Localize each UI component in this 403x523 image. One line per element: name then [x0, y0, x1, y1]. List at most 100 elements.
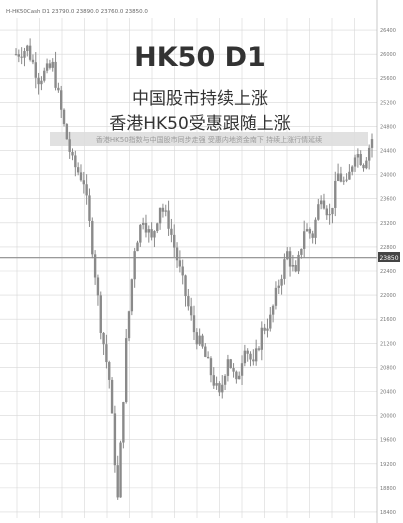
price-bar-body [249, 353, 252, 360]
price-bar [74, 150, 77, 177]
price-bar [62, 108, 66, 127]
price-bar-body [271, 305, 275, 315]
price-bar [184, 274, 187, 307]
price-bar [274, 281, 278, 310]
price-bar-body [274, 287, 278, 306]
price-bar [223, 374, 227, 391]
price-bar [300, 248, 303, 259]
price-bar [181, 259, 184, 285]
price-bar [173, 224, 176, 258]
price-bar-body [105, 344, 108, 363]
price-bar [76, 162, 80, 176]
price-bar-body [62, 109, 66, 125]
y-tick-label: 24800 [380, 124, 396, 130]
price-bar-body [348, 171, 351, 180]
price-bar [351, 165, 354, 176]
price-bar [232, 363, 235, 378]
price-bar [266, 318, 269, 338]
price-bar-body [71, 151, 74, 156]
price-bar [348, 164, 351, 180]
y-tick-label: 18800 [380, 486, 396, 492]
price-bar-body [328, 214, 331, 216]
price-bar [277, 279, 280, 295]
price-bar-body [331, 207, 334, 215]
price-bar [198, 328, 201, 346]
price-bar [365, 157, 368, 170]
price-bar [189, 297, 193, 321]
chart-title: HK50 D1 [134, 42, 266, 73]
price-bar [45, 58, 49, 74]
price-bar [175, 242, 179, 268]
price-bar-body [238, 375, 241, 380]
price-bar [144, 214, 148, 238]
price-bar [34, 52, 37, 89]
price-bar-body [209, 358, 213, 376]
price-bar-body [82, 180, 86, 185]
price-bar [263, 323, 266, 335]
price-bar-body [243, 350, 247, 364]
price-bar-body [139, 224, 142, 243]
price-bar-body [246, 350, 249, 354]
price-bar [141, 217, 145, 230]
text-band [50, 132, 368, 146]
price-bar [308, 227, 312, 239]
price-bar-body [150, 229, 153, 238]
price-bar [339, 166, 343, 183]
price-bar-body [170, 228, 173, 235]
price-bar-body [308, 229, 312, 234]
price-bar-body [302, 231, 306, 249]
price-bar [367, 144, 371, 170]
price-bar-body [325, 208, 328, 216]
price-bar [51, 58, 54, 72]
price-bar-body [167, 210, 170, 229]
y-tick-label: 23200 [380, 221, 396, 227]
price-bar [124, 328, 128, 404]
price-bar [26, 44, 29, 57]
price-bar [226, 354, 230, 382]
price-bar [212, 367, 215, 389]
price-bar-body [297, 254, 300, 272]
price-bar [99, 291, 102, 340]
price-bar-body [31, 59, 35, 63]
price-bar [40, 76, 43, 91]
y-tick-label: 18400 [380, 510, 396, 516]
price-bar-body [336, 173, 340, 181]
price-bar [88, 188, 91, 227]
price-bar [116, 455, 119, 500]
price-bar-body [20, 56, 23, 58]
price-bar-body [51, 61, 54, 68]
y-tick-label: 25600 [380, 76, 396, 82]
price-bar-body [252, 359, 255, 362]
price-bar [60, 85, 63, 118]
price-bar [246, 348, 249, 362]
price-bar [235, 370, 238, 384]
price-bar-body [232, 368, 235, 372]
price-bar [167, 200, 170, 236]
price-bar-body [96, 277, 100, 296]
price-bar [260, 321, 264, 361]
price-bar [302, 220, 306, 258]
price-bar-body [144, 222, 148, 233]
price-bar-body [102, 332, 105, 345]
chart-subtitle-1: 中国股市持续上涨 [132, 89, 268, 109]
price-bar [286, 247, 289, 261]
price-bar [178, 250, 182, 273]
price-bar [345, 173, 348, 183]
price-bar [48, 59, 52, 70]
price-bar [322, 193, 326, 210]
current-price-marker [378, 252, 400, 262]
price-bar [359, 150, 362, 166]
price-bar-body [288, 251, 292, 267]
price-bar-body [40, 80, 43, 85]
price-bar-body [93, 254, 97, 278]
price-bar [57, 82, 60, 93]
price-bar-body [370, 139, 374, 148]
price-bar [153, 230, 156, 248]
y-tick-label: 25200 [380, 100, 396, 106]
price-bar [254, 339, 258, 366]
price-bar [113, 405, 117, 473]
price-bar [28, 38, 32, 62]
price-bar [311, 230, 314, 244]
reference-line [0, 257, 377, 259]
